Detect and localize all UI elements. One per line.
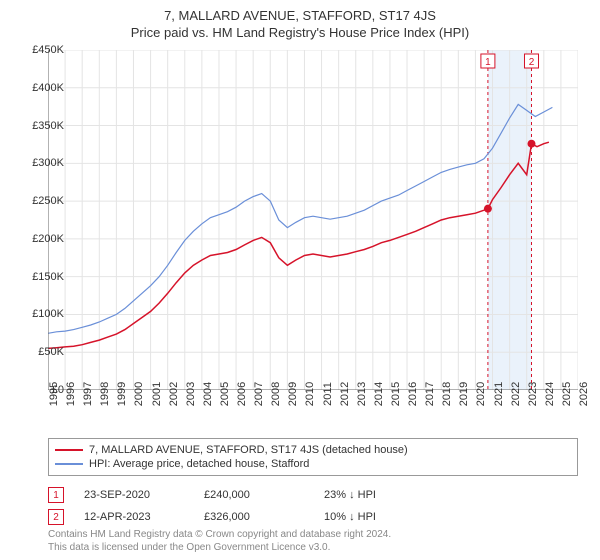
event-date: 23-SEP-2020 — [84, 489, 204, 501]
event-badge-id: 1 — [485, 57, 491, 68]
y-tick-label: £200K — [32, 233, 64, 245]
x-tick-label: 2018 — [441, 382, 453, 406]
y-tick-label: £150K — [32, 271, 64, 283]
x-tick-label: 1998 — [99, 382, 111, 406]
y-tick-label: £350K — [32, 120, 64, 132]
x-tick-label: 1996 — [65, 382, 77, 406]
x-tick-label: 2010 — [304, 382, 316, 406]
chart-container: 7, MALLARD AVENUE, STAFFORD, ST17 4JS Pr… — [0, 0, 600, 560]
y-tick-label: £400K — [32, 82, 64, 94]
x-tick-label: 2024 — [544, 382, 556, 406]
footer-line-1: Contains HM Land Registry data © Crown c… — [48, 528, 391, 541]
x-tick-label: 2012 — [339, 382, 351, 406]
x-tick-label: 1999 — [116, 382, 128, 406]
legend-label: HPI: Average price, detached house, Staf… — [89, 458, 309, 470]
legend-swatch — [55, 463, 83, 465]
x-tick-label: 2015 — [390, 382, 402, 406]
x-tick-label: 2026 — [578, 382, 590, 406]
event-delta: 23% ↓ HPI — [324, 489, 444, 501]
x-tick-label: 2009 — [287, 382, 299, 406]
y-tick-label: £100K — [32, 308, 64, 320]
x-tick-label: 2025 — [561, 382, 573, 406]
event-id-badge: 2 — [48, 509, 64, 525]
x-tick-label: 2019 — [458, 382, 470, 406]
legend-item: HPI: Average price, detached house, Staf… — [55, 457, 571, 471]
x-tick-label: 2005 — [219, 382, 231, 406]
chart-title: 7, MALLARD AVENUE, STAFFORD, ST17 4JS — [0, 0, 600, 23]
legend: 7, MALLARD AVENUE, STAFFORD, ST17 4JS (d… — [48, 438, 578, 476]
x-tick-label: 2002 — [168, 382, 180, 406]
event-price: £326,000 — [204, 511, 324, 523]
event-date: 12-APR-2023 — [84, 511, 204, 523]
y-tick-label: £450K — [32, 44, 64, 56]
x-tick-label: 1995 — [48, 382, 60, 406]
event-id-badge: 1 — [48, 487, 64, 503]
event-dot — [527, 140, 535, 148]
series-line — [48, 104, 552, 333]
x-tick-label: 2013 — [356, 382, 368, 406]
x-tick-label: 2011 — [322, 382, 334, 406]
event-price: £240,000 — [204, 489, 324, 501]
y-tick-label: £300K — [32, 157, 64, 169]
x-tick-label: 2016 — [407, 382, 419, 406]
event-row: 2 12-APR-2023£326,00010% ↓ HPI — [48, 506, 578, 528]
legend-item: 7, MALLARD AVENUE, STAFFORD, ST17 4JS (d… — [55, 443, 571, 457]
x-tick-label: 2020 — [475, 382, 487, 406]
x-tick-label: 2021 — [493, 382, 505, 406]
event-badge-id: 2 — [529, 57, 535, 68]
x-tick-label: 2001 — [151, 382, 163, 406]
x-tick-label: 2003 — [185, 382, 197, 406]
legend-label: 7, MALLARD AVENUE, STAFFORD, ST17 4JS (d… — [89, 444, 408, 456]
event-row: 1 23-SEP-2020£240,00023% ↓ HPI — [48, 484, 578, 506]
line-chart-svg: 12 — [48, 50, 578, 390]
footer-attribution: Contains HM Land Registry data © Crown c… — [48, 528, 391, 554]
plot-area: 12 — [48, 50, 578, 390]
chart-subtitle: Price paid vs. HM Land Registry's House … — [0, 23, 600, 40]
x-tick-label: 2000 — [133, 382, 145, 406]
x-tick-label: 2014 — [373, 382, 385, 406]
x-tick-label: 2006 — [236, 382, 248, 406]
y-tick-label: £250K — [32, 195, 64, 207]
legend-swatch — [55, 449, 83, 451]
x-tick-label: 1997 — [82, 382, 94, 406]
x-tick-label: 2017 — [424, 382, 436, 406]
x-tick-label: 2007 — [253, 382, 265, 406]
x-tick-label: 2004 — [202, 382, 214, 406]
series-line — [48, 142, 549, 348]
event-dot — [484, 205, 492, 213]
x-tick-label: 2023 — [527, 382, 539, 406]
x-tick-label: 2022 — [510, 382, 522, 406]
y-tick-label: £50K — [38, 346, 64, 358]
footer-line-2: This data is licensed under the Open Gov… — [48, 541, 391, 554]
events-table: 1 23-SEP-2020£240,00023% ↓ HPI 2 12-APR-202… — [48, 484, 578, 528]
x-tick-label: 2008 — [270, 382, 282, 406]
event-delta: 10% ↓ HPI — [324, 511, 444, 523]
